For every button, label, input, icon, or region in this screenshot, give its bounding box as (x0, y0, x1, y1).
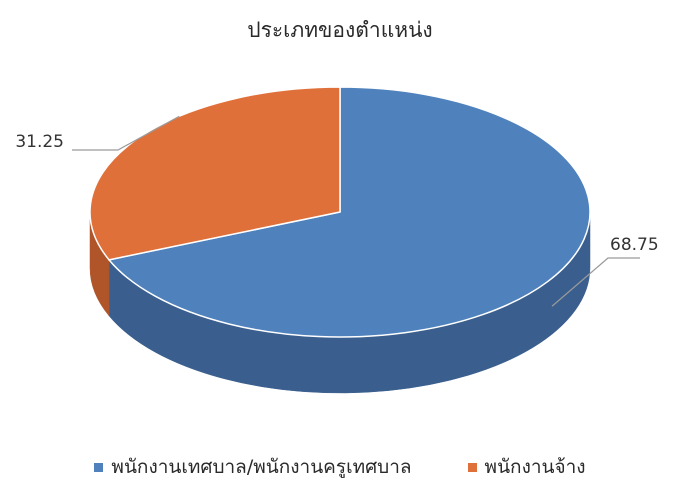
chart-title: ประเภทของตำแหน่ง (247, 18, 433, 42)
legend: พนักงานเทศบาล/พนักงานครูเทศบาล พนักงานจ้… (0, 452, 680, 482)
legend-item-0[interactable]: พนักงานเทศบาล/พนักงานครูเทศบาล (94, 452, 412, 482)
data-label-0: 68.75 (610, 235, 659, 255)
pie-labels: 68.75 31.25 (15, 115, 659, 307)
legend-swatch-0 (94, 462, 104, 472)
legend-label-0: พนักงานเทศบาล/พนักงานครูเทศบาล (111, 456, 412, 478)
legend-swatch-1 (467, 462, 477, 472)
leader-line-1 (72, 115, 180, 151)
pie-top (89, 86, 591, 338)
data-label-1: 31.25 (15, 132, 64, 152)
leader-line-0 (551, 257, 640, 307)
legend-label-1: พนักงานจ้าง (484, 456, 586, 478)
legend-item-1[interactable]: พนักงานจ้าง (467, 452, 586, 482)
pie-slice-0[interactable] (108, 86, 591, 338)
